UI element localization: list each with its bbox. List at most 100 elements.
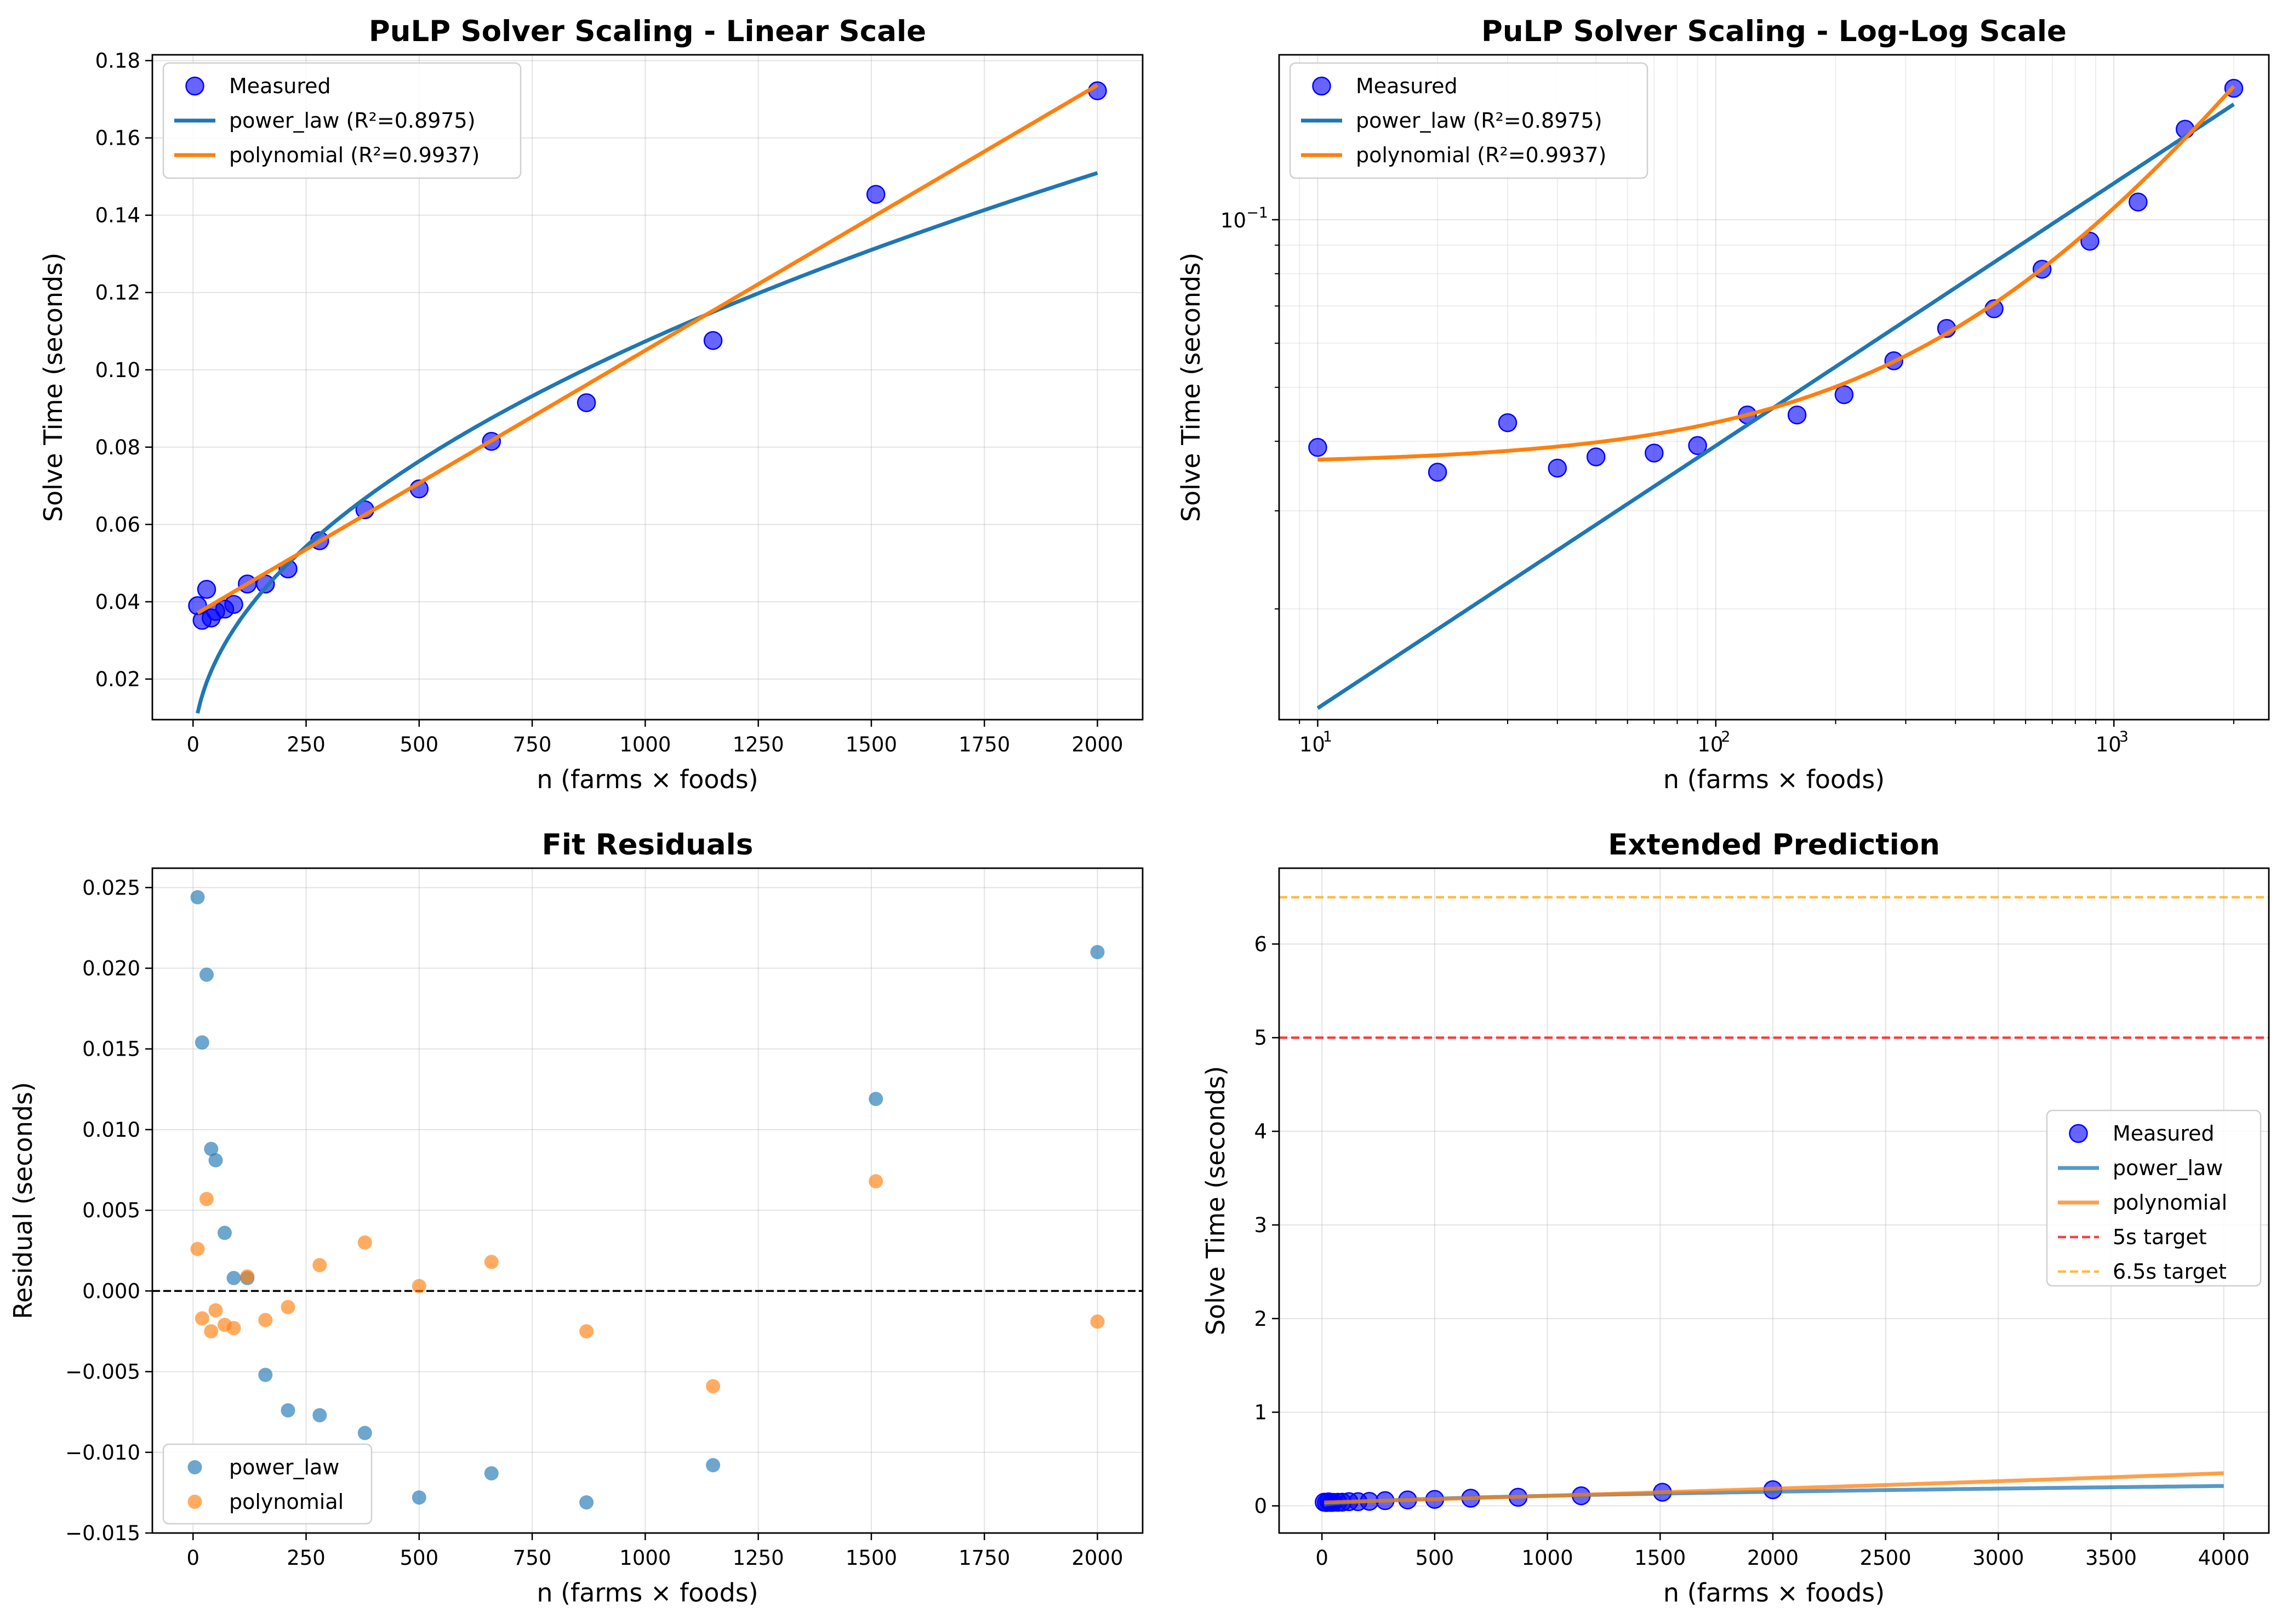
legend-label: 6.5s target [2113,1260,2227,1284]
data-point [204,1142,219,1156]
x-axis-label: n (farms × foods) [537,765,758,794]
y-tick-label: 0.025 [82,876,140,899]
legend-label: polynomial [2113,1190,2227,1215]
axes-frame [151,867,1144,1534]
x-axis-label: n (farms × foods) [1663,765,1885,794]
data-point [866,185,886,204]
x-axis-label: n (farms × foods) [1663,1578,1885,1608]
y-tick-label: −0.010 [65,1441,140,1465]
chart-title: PuLP Solver Scaling - Linear Scale [369,15,926,48]
y-tick-exponent: −1 [1246,204,1268,221]
x-tick-exponent: 3 [2119,728,2129,745]
y-axis-label: Residual (seconds) [8,1082,38,1319]
plot-area [1308,78,2244,710]
legend-marker [187,1460,202,1474]
data-point [703,331,723,350]
x-axis-label: n (farms × foods) [537,1578,758,1608]
data-point [484,1466,499,1481]
data-point [1548,458,1567,478]
data-point [577,393,596,412]
x-tick-label: 1750 [959,733,1010,756]
y-tick-label: 0.16 [95,127,140,150]
y-axis-label: Solve Time (seconds) [1201,1066,1230,1335]
legend-label: polynomial (R²=0.9937) [1356,143,1606,167]
y-tick-label: 0.04 [95,590,140,614]
x-tick-label: 750 [513,733,552,756]
chart-title: PuLP Solver Scaling - Log-Log Scale [1481,15,2067,48]
y-tick-label: 0.10 [95,358,140,382]
legend-label: Measured [229,74,331,98]
y-tick-label: 2 [1254,1307,1267,1331]
data-point [226,1321,241,1336]
data-point [869,1092,883,1106]
data-point [869,1174,883,1189]
x-tick-label: 3000 [1972,1546,2024,1570]
data-point [281,1403,295,1418]
x-tick-label: 1250 [733,1546,784,1570]
data-point [706,1379,721,1394]
data-point [218,1226,232,1240]
x-tick-label: 10 [2096,733,2121,756]
data-point [484,1255,499,1269]
legend-label: power_law (R²=0.8975) [1356,109,1602,133]
series-line-polynomial [1317,85,2235,462]
y-tick-label: 10 [1220,209,1246,232]
legend-label: power_law [229,1455,339,1479]
x-tick-label: 750 [513,1546,552,1570]
y-tick-label: 0.005 [82,1199,140,1222]
grid [152,55,1143,720]
x-tick-label: 3500 [2085,1546,2137,1570]
legend-label: polynomial [229,1490,344,1514]
data-point [281,1300,295,1314]
data-point [1645,443,1664,463]
subplot-linear: 0 250 500 750 1000 1250 1500 1750 2000 0.02 0.04 0.… [38,15,1144,794]
x-tick-label: 250 [287,1546,326,1570]
subplot-residuals: 0 250 500 750 1000 1250 1500 1750 2000 −0.015 −0.0… [8,828,1144,1608]
legend-label: Measured [1356,74,1458,98]
y-axis-label: Solve Time (seconds) [38,253,68,522]
legend: Measured power_law (R²=0.8975) polynomial … [162,62,522,179]
legend: power_law polynomial [162,1443,373,1525]
x-tick-label: 10 [1697,733,1723,756]
legend-marker [185,76,204,96]
data-point [579,1495,594,1510]
data-point [195,1035,209,1050]
x-tick-label: 0 [186,1546,199,1570]
x-tick-label: 2000 [1071,1546,1123,1570]
data-point [258,1367,273,1382]
legend-frame [1289,62,1648,179]
y-tick-label: −0.005 [65,1360,140,1384]
data-point [1498,413,1517,432]
subplot-extended: 0 500 1000 1500 2000 2500 3000 3500 4000 0 1 2 3 4 5 6 E… [1201,828,2270,1608]
x-tick-label: 1500 [846,1546,897,1570]
y-tick-label: 4 [1254,1120,1267,1143]
x-tick-label: 4000 [2198,1546,2250,1570]
x-tick-label: 0 [1315,1546,1328,1570]
chart-title: Extended Prediction [1608,828,1940,862]
axes-frame [1278,54,2270,721]
data-point [226,1270,241,1285]
data-point [357,1235,372,1250]
x-tick-label: 2000 [1071,733,1123,756]
data-point [258,1313,273,1327]
legend: Measured power_law polynomial 5s target 6.5s… [2046,1109,2262,1287]
x-tick-label: 250 [287,733,326,756]
legend-label: power_law [2113,1156,2223,1180]
x-tick-exponent: 1 [1323,728,1332,745]
x-tick-label: 500 [400,733,439,756]
y-tick-label: 0.08 [95,436,140,459]
data-point [240,1269,255,1284]
x-tick-label: 0 [186,733,199,756]
data-point [1308,438,1327,457]
legend-frame [162,1443,373,1525]
data-point [2080,231,2100,251]
axes-frame [1278,867,2270,1534]
y-tick-label: 0.02 [95,668,140,691]
data-point [208,1153,223,1167]
data-point [579,1324,594,1338]
plot-area [152,890,1143,1510]
data-point [1090,945,1105,960]
y-tick-label: 0.14 [95,204,140,227]
data-point [412,1490,426,1505]
